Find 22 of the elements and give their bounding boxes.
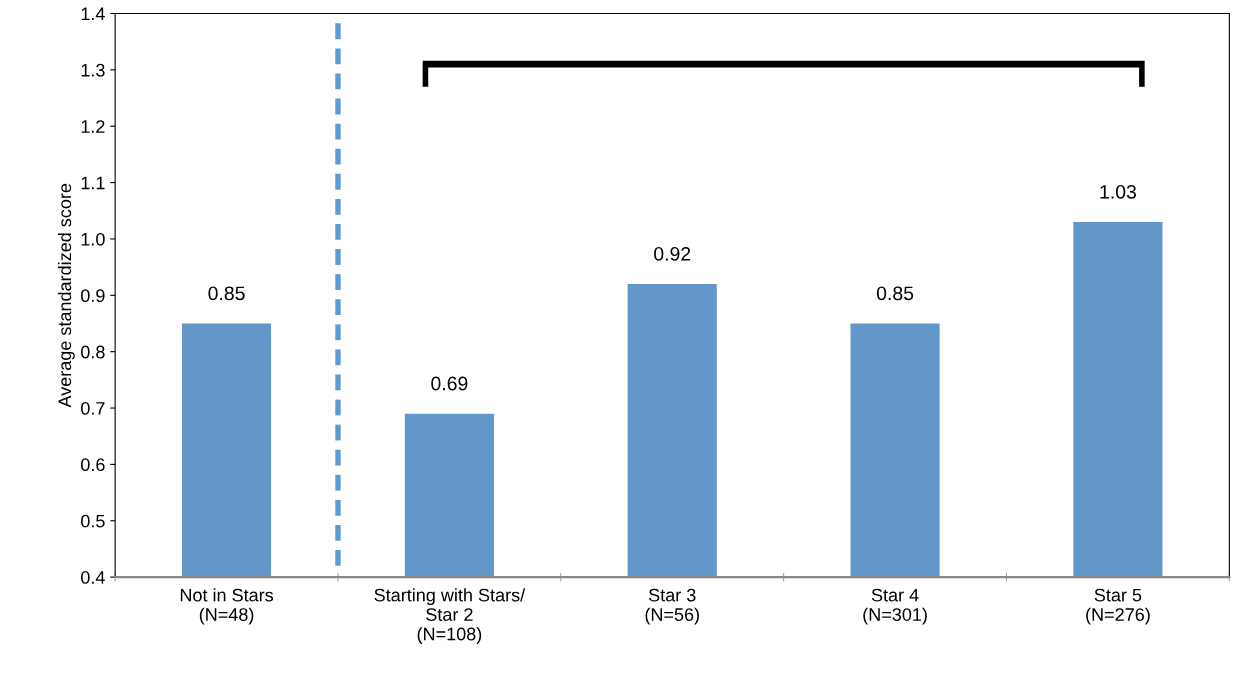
y-tick-label: 0.6 [81,458,105,472]
y-tick-label: 0.5 [81,514,105,528]
x-tick-label: Star 3 (N=56) [645,588,699,625]
data-label: 1.03 [1100,184,1136,199]
y-tick-label: 0.8 [81,345,105,359]
data-label: 0.85 [876,286,914,301]
data-label: 0.85 [208,286,245,301]
y-tick-label: 0.7 [81,401,105,415]
y-tick-label: 1.3 [81,63,105,77]
y-tick-label: 0.9 [81,289,105,303]
x-tick-label: Starting with Stars/ Star 2 (N=108) [374,588,526,644]
y-tick-label: 1.0 [81,232,105,246]
y-tick-label: 1.4 [81,7,105,21]
y-tick-label: 1.1 [81,176,105,190]
x-tick-label: Star 4 (N=301) [863,588,927,625]
y-axis-title: Average standardized score [57,183,75,408]
x-tick-label: Star 5 (N=276) [1086,588,1150,625]
y-tick-label: 0.4 [81,571,105,584]
x-tick-label: Not in Stars (N=48) [180,588,274,625]
data-label: 0.69 [431,376,468,391]
y-tick-label: 1.2 [81,120,105,133]
data-label: 0.92 [654,246,691,261]
